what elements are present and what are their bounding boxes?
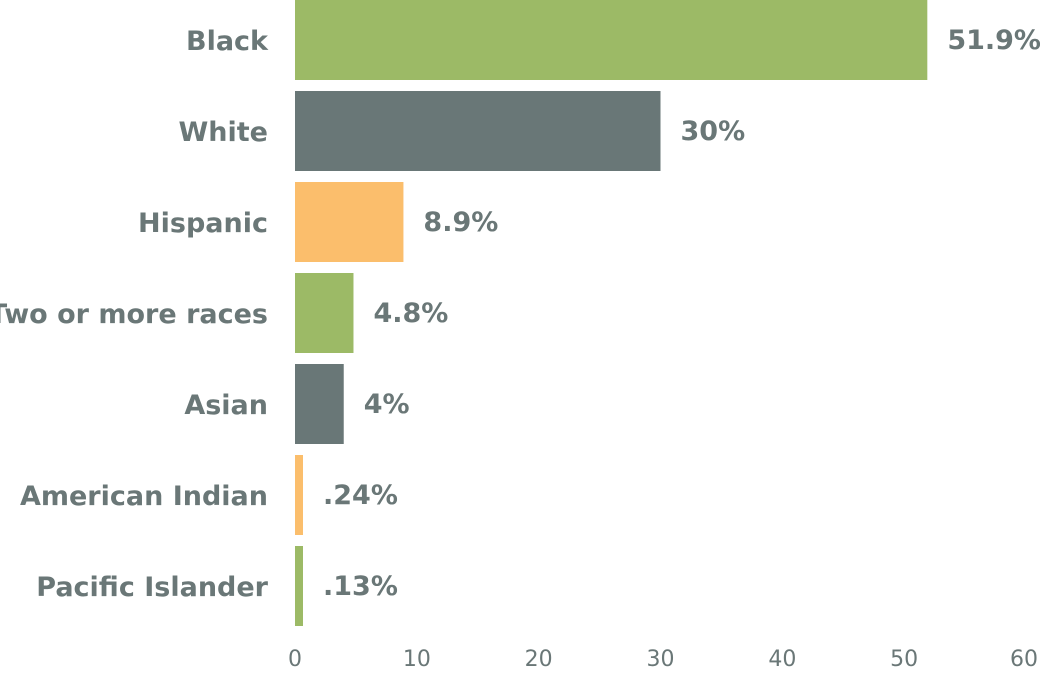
value-label-hispanic: 8.9% xyxy=(423,207,498,238)
category-label-hispanic: Hispanic xyxy=(138,208,268,239)
category-label-black: Black xyxy=(186,26,269,57)
value-label-asian: 4% xyxy=(364,389,410,420)
category-label-pacific-islander: Pacific Islander xyxy=(36,572,268,603)
bar-two-or-more-races xyxy=(295,273,354,353)
bar-black xyxy=(295,0,928,80)
value-label-american-indian: .24% xyxy=(323,480,398,511)
x-tick-label-50: 50 xyxy=(890,647,918,672)
value-label-pacific-islander: .13% xyxy=(323,571,398,602)
bar-white xyxy=(295,91,661,171)
x-tick-label-40: 40 xyxy=(768,647,796,672)
category-label-two-or-more-races: Two or more races xyxy=(0,299,268,330)
bar-american-indian xyxy=(295,455,303,535)
category-label-american-indian: American Indian xyxy=(20,481,268,512)
value-label-white: 30% xyxy=(681,116,746,147)
x-tick-label-20: 20 xyxy=(525,647,553,672)
value-label-black: 51.9% xyxy=(947,25,1040,56)
x-tick-label-0: 0 xyxy=(288,647,302,672)
x-tick-label-10: 10 xyxy=(403,647,431,672)
x-tick-label-60: 60 xyxy=(1010,647,1038,672)
bar-asian xyxy=(295,364,344,444)
value-label-two-or-more-races: 4.8% xyxy=(373,298,448,329)
bar-hispanic xyxy=(295,182,404,262)
bar-pacific-islander xyxy=(295,546,303,626)
category-label-white: White xyxy=(179,117,268,148)
x-tick-label-30: 30 xyxy=(647,647,675,672)
category-label-asian: Asian xyxy=(184,390,268,421)
